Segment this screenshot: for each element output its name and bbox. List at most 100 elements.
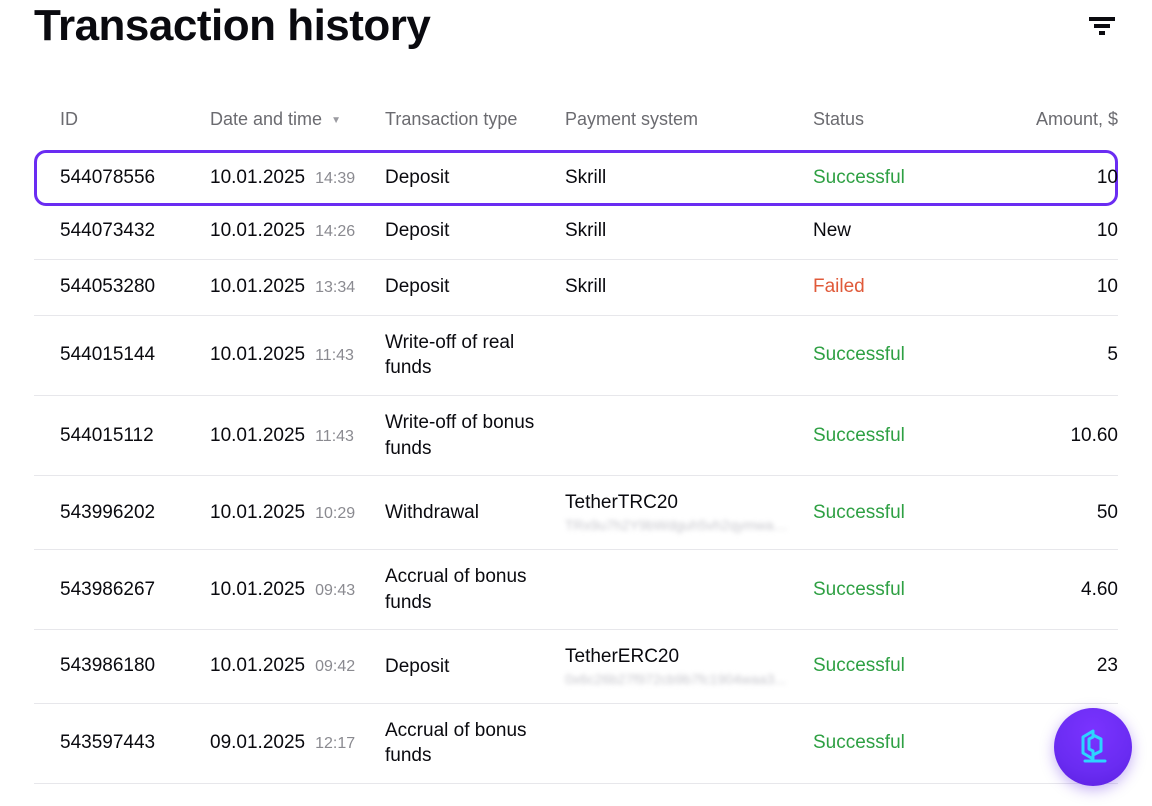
- cell-id: 543597443: [60, 732, 210, 754]
- cell-status: Successful: [813, 425, 993, 447]
- cell-amount: 23: [993, 655, 1118, 677]
- cell-datetime: 10.01.2025 09:43: [210, 579, 385, 601]
- cell-status: Successful: [813, 344, 993, 366]
- cell-id: 544073432: [60, 220, 210, 242]
- cell-id: 544015144: [60, 344, 210, 366]
- cell-payment-address: TRx9u7h2Y9bWdguh5vh2qymwaWL...: [565, 516, 795, 535]
- cell-payment-system: Skrill: [565, 218, 813, 244]
- cell-amount: 4.60: [993, 579, 1118, 601]
- cell-amount: 10.60: [993, 425, 1118, 447]
- cell-amount: 50: [993, 502, 1118, 524]
- cell-status: Successful: [813, 167, 993, 189]
- cell-status: Failed: [813, 276, 993, 298]
- cell-type: Withdrawal: [385, 500, 565, 526]
- support-chat-button[interactable]: [1054, 708, 1132, 786]
- cell-id: 543996202: [60, 502, 210, 524]
- page-header: Transaction history: [34, 0, 1118, 53]
- cell-status: Successful: [813, 655, 993, 677]
- filter-button[interactable]: [1086, 10, 1118, 42]
- cell-time: 09:42: [315, 658, 355, 676]
- cell-payment: Skrill: [565, 218, 813, 244]
- cell-payment-system: Skrill: [565, 274, 813, 300]
- cell-date: 09.01.2025: [210, 732, 305, 754]
- table-row[interactable]: 54405328010.01.2025 13:34 DepositSkrillFai…: [34, 260, 1118, 316]
- table-row[interactable]: 54398626710.01.2025 09:43 Accrual of bonus…: [34, 550, 1118, 630]
- cell-time: 11:43: [315, 347, 354, 365]
- cell-payment-address: 0x6c26b27f972cb9b7fc1904waa3...: [565, 670, 795, 689]
- cell-status: Successful: [813, 732, 993, 754]
- cell-status: New: [813, 220, 993, 242]
- page-title: Transaction history: [34, 0, 430, 53]
- cell-id: 543986180: [60, 655, 210, 677]
- cell-date: 10.01.2025: [210, 167, 305, 189]
- cell-type: Accrual of bonus funds: [385, 564, 565, 615]
- table-row[interactable]: 54407343210.01.2025 14:26 DepositSkrillNew…: [34, 204, 1118, 260]
- support-chat-icon: [1071, 725, 1115, 769]
- cell-datetime: 10.01.2025 11:43: [210, 425, 385, 447]
- table-row[interactable]: 54401514410.01.2025 11:43 Write-off of rea…: [34, 316, 1118, 396]
- cell-payment-system: TetherTRC20: [565, 490, 813, 516]
- column-header-datetime[interactable]: Date and time ▼: [210, 109, 385, 130]
- column-header-id[interactable]: ID: [60, 109, 210, 130]
- cell-id: 544078556: [60, 167, 210, 189]
- column-header-status[interactable]: Status: [813, 109, 993, 130]
- cell-id: 544053280: [60, 276, 210, 298]
- table-body: 54407855610.01.202514:39DepositSkrillSuc…: [34, 150, 1118, 784]
- cell-payment-system: TetherERC20: [565, 644, 813, 670]
- cell-payment: TetherERC200x6c26b27f972cb9b7fc1904waa3.…: [565, 644, 813, 689]
- table-row[interactable]: 54407855610.01.2025 14:39 DepositSkrillSuc…: [34, 150, 1118, 206]
- sort-desc-icon: ▼: [331, 115, 341, 126]
- cell-type: Deposit: [385, 654, 565, 680]
- cell-id: 543986267: [60, 579, 210, 601]
- cell-payment: Skrill: [565, 274, 813, 300]
- table-row[interactable]: 54359744309.01.2025 12:17 Accrual of bonus…: [34, 704, 1118, 784]
- cell-time: 09:43: [315, 582, 355, 600]
- cell-type: Deposit: [385, 274, 565, 300]
- cell-datetime: 10.01.2025 14:26: [210, 220, 385, 242]
- cell-date: 10.01.2025: [210, 502, 305, 524]
- transactions-table: ID Date and time ▼ Transaction type Paym…: [34, 109, 1118, 784]
- cell-payment: TetherTRC20TRx9u7h2Y9bWdguh5vh2qymwaWL..…: [565, 490, 813, 535]
- column-header-type[interactable]: Transaction type: [385, 109, 565, 130]
- cell-status: Successful: [813, 579, 993, 601]
- cell-time: 12:17: [315, 735, 355, 753]
- table-header-row: ID Date and time ▼ Transaction type Paym…: [34, 109, 1118, 152]
- column-header-payment[interactable]: Payment system: [565, 109, 813, 130]
- cell-type: Deposit: [385, 165, 565, 191]
- cell-type: Deposit: [385, 218, 565, 244]
- cell-date: 10.01.2025: [210, 220, 305, 242]
- cell-datetime: 10.01.2025 14:39: [210, 167, 385, 189]
- cell-amount: 10: [993, 276, 1118, 298]
- cell-amount: 5: [993, 344, 1118, 366]
- cell-date: 10.01.2025: [210, 425, 305, 447]
- cell-datetime: 10.01.2025 11:43: [210, 344, 385, 366]
- cell-datetime: 10.01.2025 10:29: [210, 502, 385, 524]
- table-row[interactable]: 54401511210.01.2025 11:43 Write-off of bon…: [34, 396, 1118, 476]
- cell-time: 13:34: [315, 279, 355, 297]
- column-header-amount[interactable]: Amount, $: [993, 109, 1118, 130]
- cell-status: Successful: [813, 502, 993, 524]
- cell-type: Write-off of real funds: [385, 330, 565, 381]
- cell-date: 10.01.2025: [210, 276, 305, 298]
- cell-time: 10:29: [315, 505, 355, 523]
- cell-payment-system: Skrill: [565, 165, 813, 191]
- table-row[interactable]: 54399620210.01.2025 10:29 WithdrawalTether…: [34, 476, 1118, 550]
- cell-datetime: 09.01.2025 12:17: [210, 732, 385, 754]
- cell-time: 14:26: [315, 223, 355, 241]
- cell-date: 10.01.2025: [210, 344, 305, 366]
- cell-payment: Skrill: [565, 165, 813, 191]
- cell-type: Accrual of bonus funds: [385, 718, 565, 769]
- transaction-history-page: Transaction history ID Date and time ▼ T…: [0, 0, 1152, 784]
- column-header-datetime-label: Date and time: [210, 109, 322, 129]
- cell-time: 14:39: [315, 170, 355, 188]
- cell-amount: 10: [993, 220, 1118, 242]
- cell-date: 10.01.2025: [210, 655, 305, 677]
- cell-date: 10.01.2025: [210, 579, 305, 601]
- cell-type: Write-off of bonus funds: [385, 410, 565, 461]
- table-row[interactable]: 54398618010.01.2025 09:42 DepositTetherERC…: [34, 630, 1118, 704]
- cell-time: 11:43: [315, 428, 354, 446]
- cell-id: 544015112: [60, 425, 210, 447]
- cell-amount: 10: [993, 167, 1118, 189]
- filter-icon: [1089, 17, 1115, 35]
- cell-datetime: 10.01.2025 13:34: [210, 276, 385, 298]
